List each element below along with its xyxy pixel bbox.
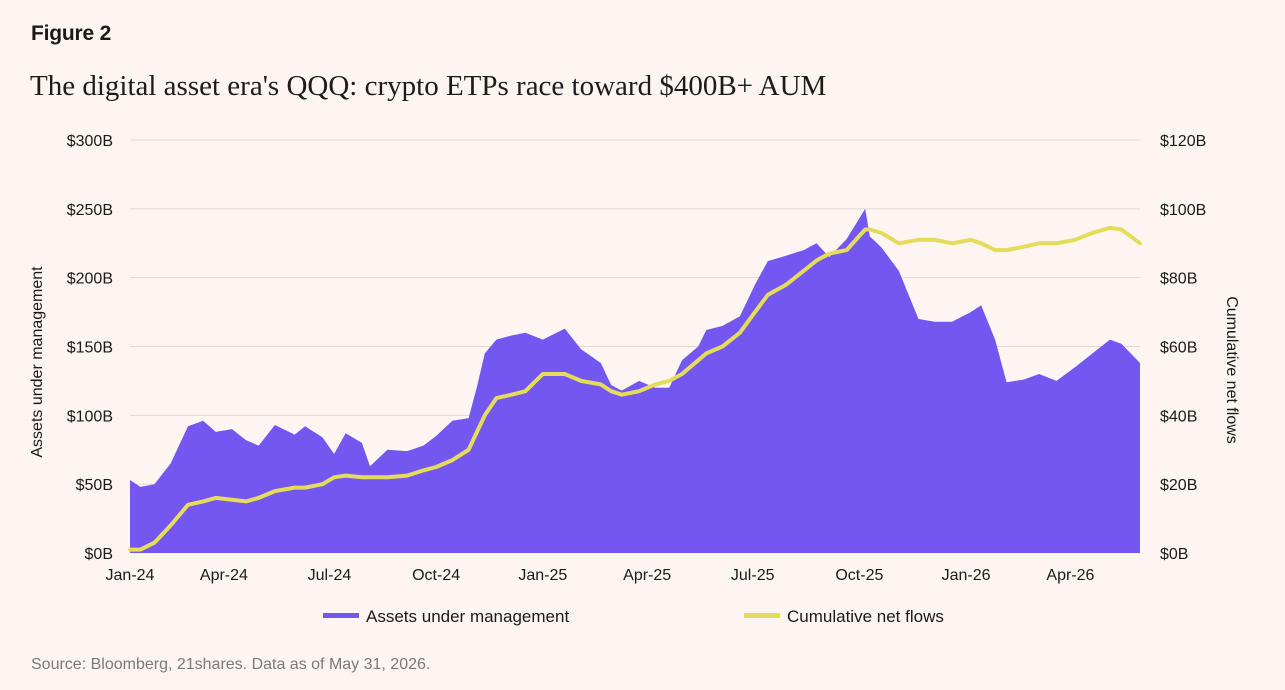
right-axis-ticks: $0B $20B $40B $60B $80B $100B $120B	[1160, 133, 1206, 563]
left-tick-label: $150B	[67, 340, 113, 357]
x-tick-label: Jul-25	[731, 567, 775, 584]
right-tick-label: $60B	[1160, 340, 1197, 357]
x-tick-label: Jan-24	[106, 567, 155, 584]
right-tick-label: $80B	[1160, 271, 1197, 288]
left-axis-title: Assets under management	[29, 266, 46, 458]
x-tick-label: Apr-25	[623, 567, 671, 584]
x-tick-label: Jan-25	[518, 567, 567, 584]
x-tick-label: Apr-26	[1046, 567, 1094, 584]
x-axis-ticks: Jan-24 Apr-24 Jul-24 Oct-24 Jan-25 Apr-25 Jul-…	[106, 567, 1095, 584]
figure-label: Figure 2	[31, 22, 112, 45]
legend: Assets under management Cumulative net f…	[323, 607, 944, 626]
chart-title: The digital asset era's QQQ: crypto ETPs…	[30, 70, 827, 102]
x-tick-label: Jan-26	[942, 567, 991, 584]
flows-line	[128, 225, 1142, 552]
x-tick-label: Jul-24	[308, 567, 352, 584]
x-tick-label: Apr-24	[200, 567, 248, 584]
left-tick-label: $300B	[67, 133, 113, 150]
left-axis-ticks: $0B $50B $100B $150B $200B $250B $300B	[67, 133, 113, 563]
x-tick-label: Oct-25	[835, 567, 883, 584]
right-tick-label: $120B	[1160, 133, 1206, 150]
left-tick-label: $0B	[85, 546, 113, 563]
right-tick-label: $20B	[1160, 477, 1197, 494]
source-note: Source: Bloomberg, 21shares. Data as of …	[31, 656, 431, 673]
legend-label-flows: Cumulative net flows	[787, 607, 944, 626]
right-tick-label: $100B	[1160, 202, 1206, 219]
legend-swatch-aum	[323, 613, 359, 618]
right-axis-title: Cumulative net flows	[1223, 296, 1240, 444]
legend-swatch-flows	[744, 613, 780, 618]
left-tick-label: $250B	[67, 202, 113, 219]
left-tick-label: $200B	[67, 271, 113, 288]
x-tick-label: Oct-24	[412, 567, 460, 584]
left-tick-label: $50B	[76, 477, 113, 494]
right-tick-label: $0B	[1160, 546, 1188, 563]
left-tick-label: $100B	[67, 408, 113, 425]
legend-label-aum: Assets under management	[366, 607, 569, 626]
right-tick-label: $40B	[1160, 408, 1197, 425]
aum-area	[130, 208, 1140, 554]
